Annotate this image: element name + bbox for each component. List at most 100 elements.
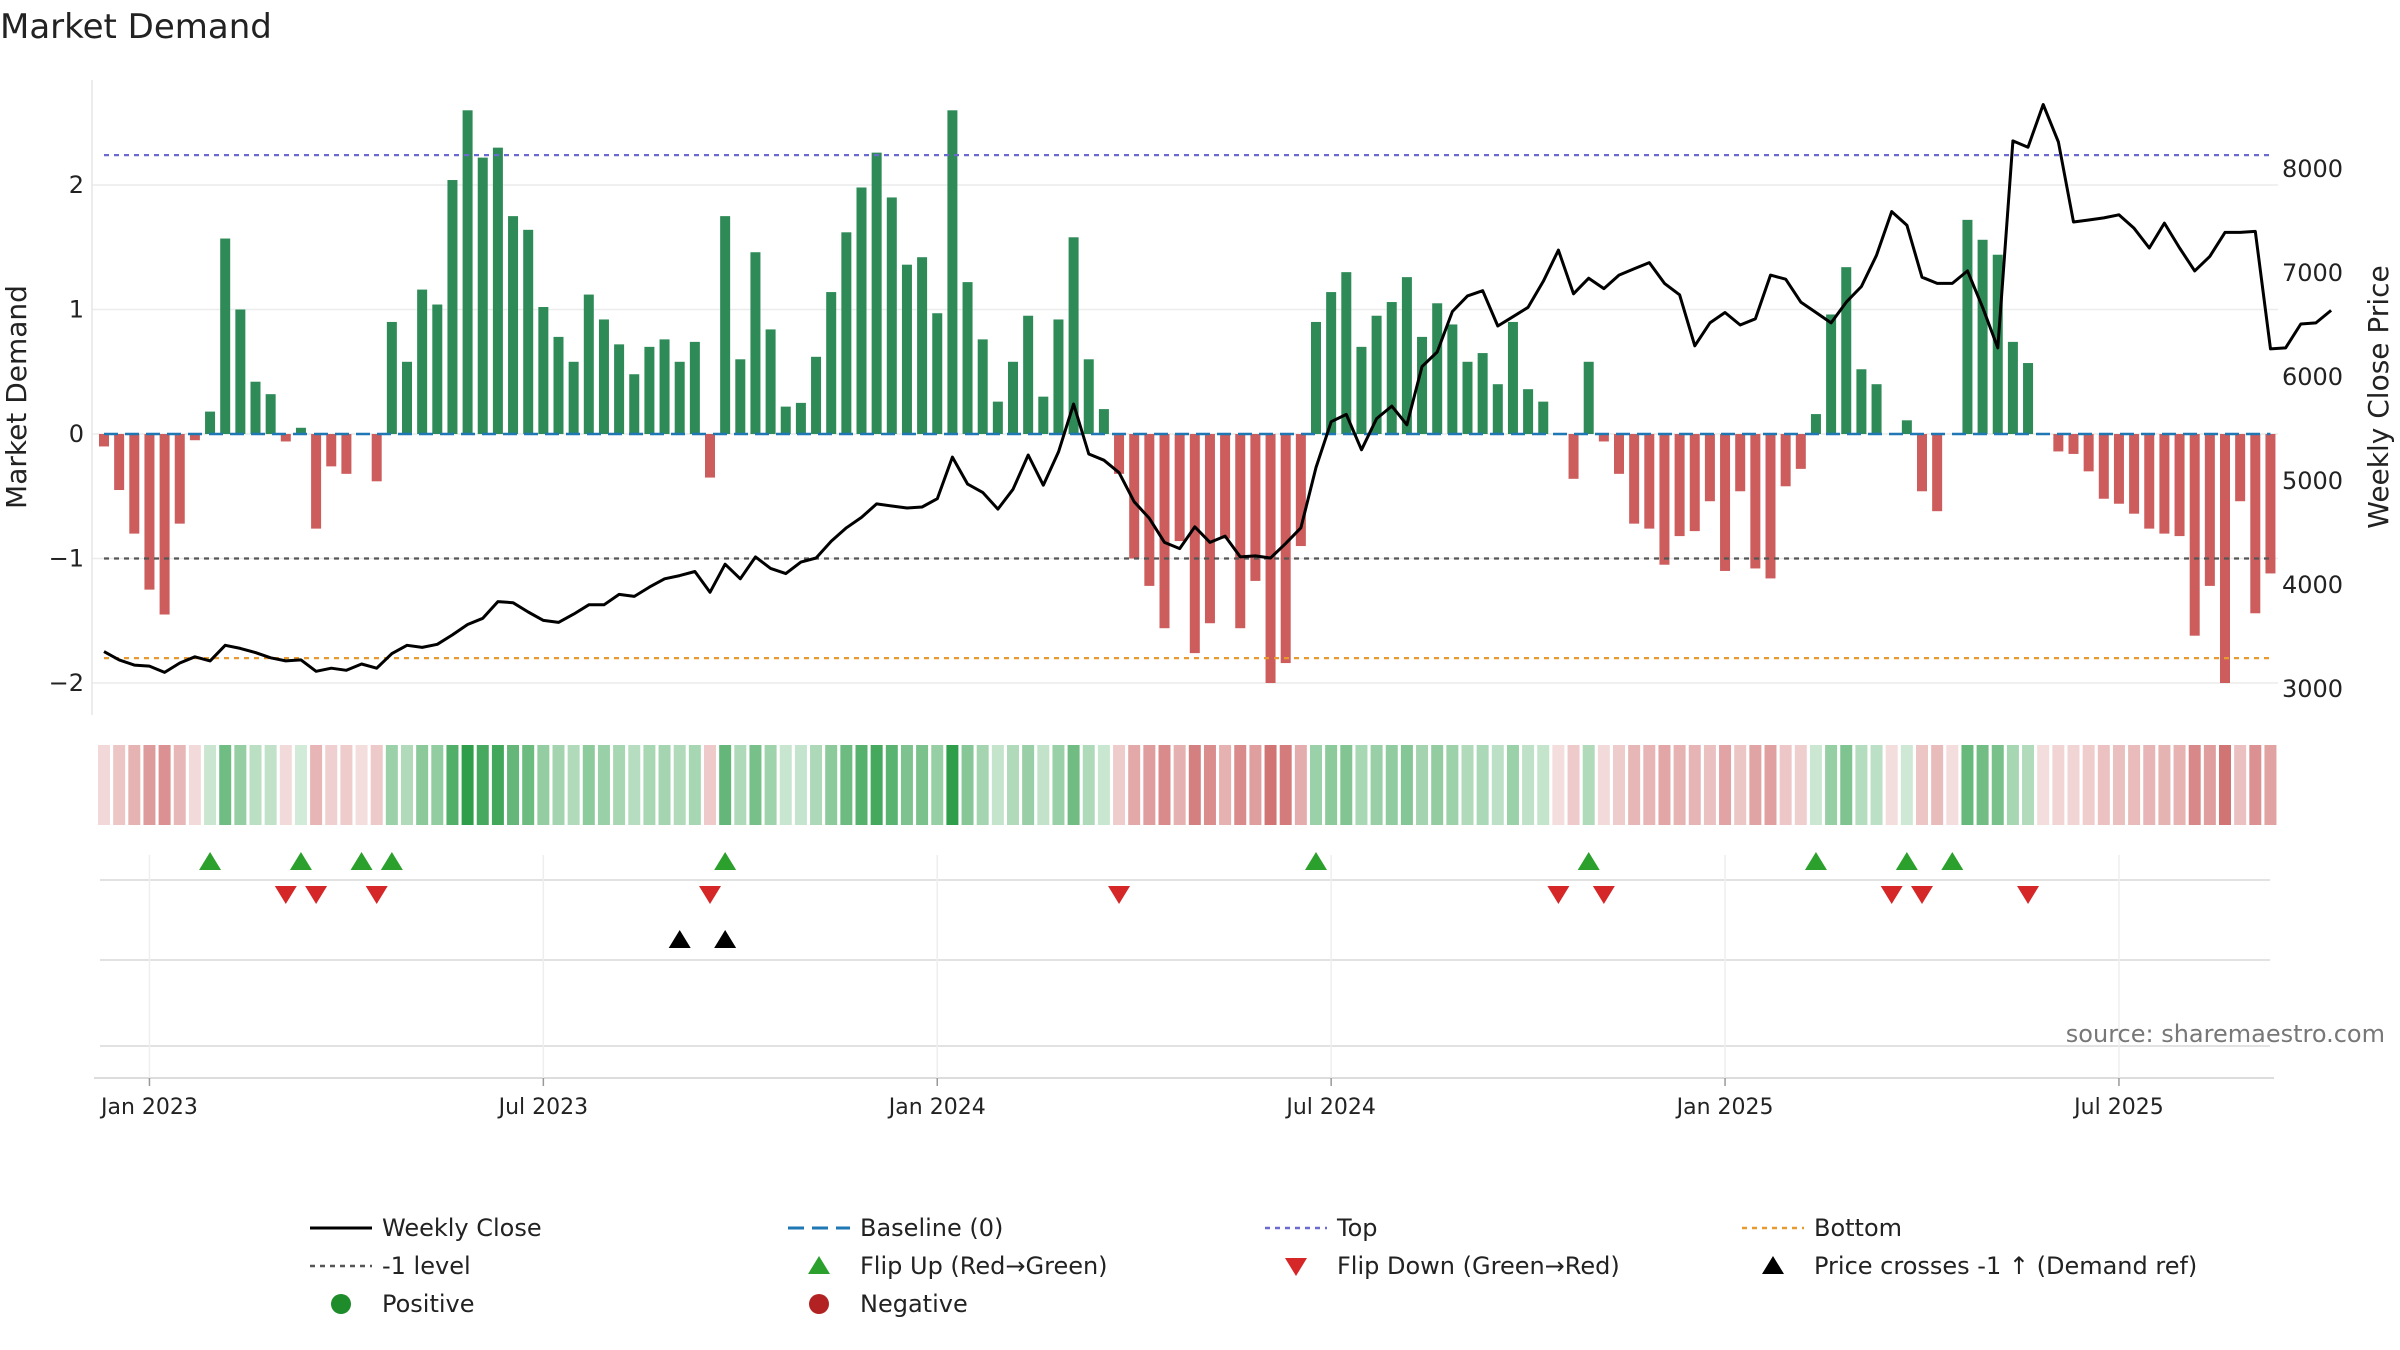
y-axis-label: Market Demand (0, 285, 33, 509)
demand-bar-positive (1477, 353, 1488, 434)
demand-bar-negative (144, 434, 155, 590)
x-tick-label: Jan 2024 (887, 1095, 986, 1120)
heat-cell (764, 745, 777, 825)
demand-bar-positive (886, 197, 897, 434)
heat-cell (2158, 745, 2171, 825)
demand-bar-negative (1780, 434, 1791, 487)
heat-cell (2173, 745, 2186, 825)
heat-cell (325, 745, 338, 825)
heat-cell (779, 745, 792, 825)
demand-bar-positive (568, 361, 579, 434)
demand-bar-positive (1038, 396, 1049, 434)
heat-cell (734, 745, 747, 825)
heat-cell (1461, 745, 1474, 825)
heat-cell (1203, 745, 1216, 825)
heat-cell (1279, 745, 1292, 825)
heat-cell (1340, 745, 1353, 825)
heat-cell (1794, 745, 1807, 825)
flip-down-marker (305, 886, 328, 904)
heat-cell (1734, 745, 1747, 825)
demand-bar-positive (614, 344, 625, 434)
legend-label: Baseline (0) (860, 1214, 1003, 1242)
legend-item-top: Top (1265, 1214, 1378, 1242)
weekly-close-line (103, 103, 2333, 674)
heat-cell (2097, 745, 2110, 825)
legend-label: Price crosses -1 ↑ (Demand ref) (1814, 1252, 2197, 1280)
legend-swatch-price-cross (1762, 1256, 1784, 1274)
flip-down-marker (2017, 886, 2040, 904)
heat-cell (446, 745, 459, 825)
heat-cell (628, 745, 641, 825)
flip-down-marker (1108, 886, 1131, 904)
heat-cell (961, 745, 974, 825)
demand-bar-positive (1901, 420, 1912, 434)
legend-item-bottom: Bottom (1742, 1214, 1902, 1242)
heat-cell (1916, 745, 1928, 825)
x-tick-label: Jan 2023 (99, 1095, 198, 1120)
heat-cell (143, 745, 156, 825)
flip-up-marker (714, 852, 737, 870)
heat-cell (294, 745, 307, 825)
demand-bar-negative (1250, 434, 1261, 581)
demand-bar-positive (1341, 272, 1352, 434)
legend-label: Bottom (1814, 1214, 1902, 1242)
demand-bar-negative (1644, 434, 1655, 529)
heat-cell (158, 745, 171, 825)
demand-bar-positive (2007, 341, 2018, 434)
heat-cell (1597, 745, 1610, 825)
demand-bar-positive (1311, 321, 1321, 434)
demand-bar-positive (826, 292, 837, 434)
heat-cell (719, 745, 732, 825)
legend: Weekly Close Baseline (0) Top Bottom -1 leve… (310, 1214, 2197, 1318)
demand-bar-positive (659, 339, 670, 434)
heat-cell (810, 745, 823, 825)
heat-cell (1022, 745, 1035, 825)
heat-cell (1703, 745, 1716, 825)
flip-down-marker (1592, 886, 1615, 904)
demand-bar-positive (2023, 363, 2034, 434)
flip-markers (100, 852, 2270, 1047)
heat-cell (673, 745, 686, 825)
heat-cell (1506, 745, 1519, 825)
demand-bar-negative (1795, 434, 1806, 469)
legend-swatch-negative (809, 1294, 829, 1314)
heat-cell (1158, 745, 1171, 825)
demand-bar-negative (311, 434, 322, 529)
demand-bar-negative (1280, 434, 1291, 664)
heat-cell (1173, 745, 1186, 825)
demand-bar-positive (1871, 384, 1882, 434)
y2-tick-label: 6000 (2282, 363, 2343, 391)
heat-cell (461, 745, 474, 825)
heat-cell (1900, 745, 1913, 825)
demand-bar-positive (1023, 315, 1034, 434)
demand-bar-negative (129, 434, 140, 534)
flip-up-marker (1941, 852, 1964, 870)
heat-cell (234, 745, 247, 825)
heat-cell (1946, 745, 1959, 825)
heat-cell (885, 745, 898, 825)
demand-bar-negative (1174, 434, 1185, 542)
heat-cell (2188, 745, 2201, 825)
heat-cell (1234, 745, 1247, 825)
demand-bar-positive (735, 359, 746, 434)
heat-cell (1310, 745, 1322, 825)
flip-up-marker (199, 852, 222, 870)
heat-cell (2082, 745, 2095, 825)
demand-bar-positive (644, 346, 655, 434)
heat-cell (916, 745, 929, 825)
demand-bar-positive (856, 187, 867, 434)
heat-cell (2249, 745, 2262, 825)
heat-cell (567, 745, 580, 825)
demand-bar-positive (1462, 361, 1473, 434)
demand-bar-negative (99, 434, 109, 447)
heat-cell (2219, 745, 2231, 825)
heat-cell (219, 745, 232, 825)
heat-cell (98, 745, 110, 825)
demand-bar-negative (1932, 434, 1943, 512)
demand-bar-negative (174, 434, 185, 524)
demand-bar-positive (598, 319, 609, 434)
demand-bar-positive (841, 232, 852, 434)
demand-bar-negative (2083, 434, 2094, 472)
demand-bar-positive (1401, 277, 1412, 434)
